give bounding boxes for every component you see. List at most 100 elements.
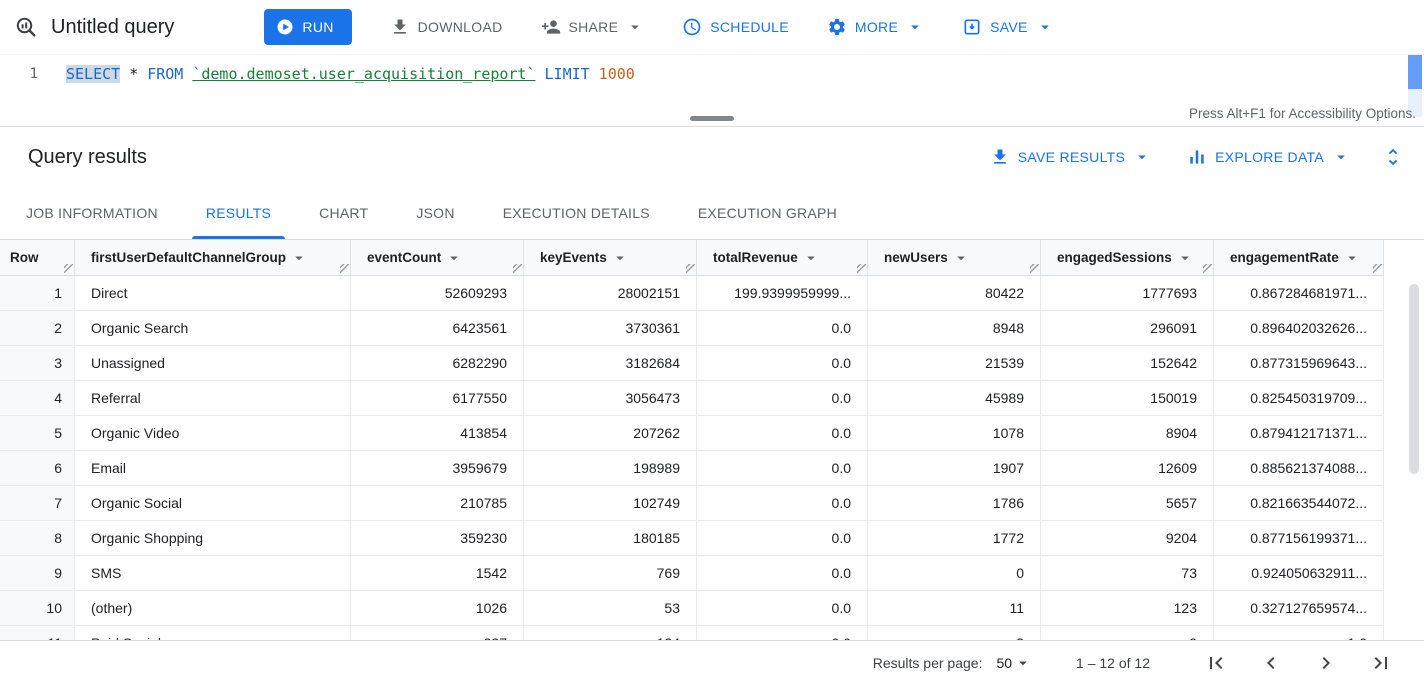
table-cell[interactable]: 210785 xyxy=(351,486,524,520)
table-cell[interactable]: 769 xyxy=(524,556,697,590)
row-number-cell[interactable]: 1 xyxy=(0,276,75,310)
column-resize-handle[interactable] xyxy=(340,264,349,273)
table-cell[interactable]: Referral xyxy=(75,381,351,415)
table-cell[interactable]: 359230 xyxy=(351,521,524,555)
table-cell[interactable]: 134 xyxy=(524,626,697,640)
table-cell[interactable]: 9 xyxy=(1041,626,1214,640)
table-cell[interactable]: 1777693 xyxy=(1041,276,1214,310)
table-cell[interactable]: 1542 xyxy=(351,556,524,590)
table-cell[interactable]: 180185 xyxy=(524,521,697,555)
table-cell[interactable]: 3056473 xyxy=(524,381,697,415)
table-cell[interactable]: 21539 xyxy=(868,346,1041,380)
table-cell[interactable]: 45989 xyxy=(868,381,1041,415)
table-cell[interactable]: 150019 xyxy=(1041,381,1214,415)
column-resize-handle[interactable] xyxy=(857,264,866,273)
table-cell[interactable]: SMS xyxy=(75,556,351,590)
table-cell[interactable]: 3730361 xyxy=(524,311,697,345)
column-dropdown-icon[interactable] xyxy=(290,249,308,267)
table-cell[interactable]: 0.877156199371... xyxy=(1214,521,1384,555)
last-page-button[interactable] xyxy=(1366,648,1396,678)
table-cell[interactable]: 0.825450319709... xyxy=(1214,381,1384,415)
row-number-cell[interactable]: 9 xyxy=(0,556,75,590)
column-dropdown-icon[interactable] xyxy=(952,249,970,267)
table-cell[interactable]: 1026 xyxy=(351,591,524,625)
editor-scrollbar[interactable] xyxy=(1408,55,1422,117)
pane-resize-handle[interactable] xyxy=(690,116,734,121)
explore-data-button[interactable]: EXPLORE DATA xyxy=(1187,147,1350,167)
first-page-button[interactable] xyxy=(1201,648,1231,678)
column-header-Row[interactable]: Row xyxy=(0,240,75,275)
table-cell[interactable]: 1078 xyxy=(868,416,1041,450)
table-cell[interactable]: 0.0 xyxy=(697,451,868,485)
table-cell[interactable]: 337 xyxy=(351,626,524,640)
row-number-cell[interactable]: 5 xyxy=(0,416,75,450)
download-button[interactable]: DOWNLOAD xyxy=(382,9,511,45)
table-cell[interactable]: 0.877315969643... xyxy=(1214,346,1384,380)
table-cell[interactable]: 28002151 xyxy=(524,276,697,310)
table-cell[interactable]: 0.879412171371... xyxy=(1214,416,1384,450)
tab-json[interactable]: JSON xyxy=(392,187,478,239)
table-cell[interactable]: 152642 xyxy=(1041,346,1214,380)
expand-results-button[interactable] xyxy=(1378,142,1408,172)
table-cell[interactable]: Organic Social xyxy=(75,486,351,520)
table-cell[interactable]: 1786 xyxy=(868,486,1041,520)
table-cell[interactable]: 413854 xyxy=(351,416,524,450)
table-cell[interactable]: 0.924050632911... xyxy=(1214,556,1384,590)
more-button[interactable]: MORE xyxy=(819,9,932,45)
table-cell[interactable]: 296091 xyxy=(1041,311,1214,345)
table-cell[interactable]: 0.0 xyxy=(697,346,868,380)
run-button[interactable]: RUN xyxy=(264,9,352,45)
column-header-engagedSessions[interactable]: engagedSessions xyxy=(1041,240,1214,275)
table-cell[interactable]: 6282290 xyxy=(351,346,524,380)
editor-scrollbar-thumb[interactable] xyxy=(1408,55,1422,89)
table-cell[interactable]: Paid Social xyxy=(75,626,351,640)
table-cell[interactable]: 0.327127659574... xyxy=(1214,591,1384,625)
table-cell[interactable]: Direct xyxy=(75,276,351,310)
save-button[interactable]: SAVE xyxy=(954,9,1062,45)
tab-results[interactable]: RESULTS xyxy=(182,187,295,239)
column-dropdown-icon[interactable] xyxy=(802,249,820,267)
table-cell[interactable]: 9204 xyxy=(1041,521,1214,555)
table-cell[interactable]: 0.867284681971... xyxy=(1214,276,1384,310)
table-cell[interactable]: Email xyxy=(75,451,351,485)
table-cell[interactable]: 123 xyxy=(1041,591,1214,625)
table-cell[interactable]: 0.821663544072... xyxy=(1214,486,1384,520)
column-header-keyEvents[interactable]: keyEvents xyxy=(524,240,697,275)
grid-scrollbar[interactable] xyxy=(1409,284,1419,474)
tab-execution-graph[interactable]: EXECUTION GRAPH xyxy=(674,187,861,239)
table-cell[interactable]: 53 xyxy=(524,591,697,625)
table-cell[interactable]: 52609293 xyxy=(351,276,524,310)
row-number-cell[interactable]: 7 xyxy=(0,486,75,520)
save-results-button[interactable]: SAVE RESULTS xyxy=(990,147,1151,167)
column-dropdown-icon[interactable] xyxy=(611,249,629,267)
page-size-select[interactable]: 50 xyxy=(996,654,1032,672)
table-cell[interactable]: 11 xyxy=(868,591,1041,625)
table-cell[interactable]: 0.0 xyxy=(697,486,868,520)
column-header-eventCount[interactable]: eventCount xyxy=(351,240,524,275)
column-resize-handle[interactable] xyxy=(64,264,73,273)
table-cell[interactable]: 73 xyxy=(1041,556,1214,590)
table-cell[interactable]: 207262 xyxy=(524,416,697,450)
tab-execution-details[interactable]: EXECUTION DETAILS xyxy=(479,187,674,239)
table-cell[interactable]: 0.896402032626... xyxy=(1214,311,1384,345)
column-header-engagementRate[interactable]: engagementRate xyxy=(1214,240,1384,275)
table-cell[interactable]: 102749 xyxy=(524,486,697,520)
table-cell[interactable]: 5657 xyxy=(1041,486,1214,520)
table-cell[interactable]: 6177550 xyxy=(351,381,524,415)
table-cell[interactable]: (other) xyxy=(75,591,351,625)
table-cell[interactable]: Unassigned xyxy=(75,346,351,380)
column-header-newUsers[interactable]: newUsers xyxy=(868,240,1041,275)
table-cell[interactable]: 12609 xyxy=(1041,451,1214,485)
table-cell[interactable]: Organic Shopping xyxy=(75,521,351,555)
tab-job-information[interactable]: JOB INFORMATION xyxy=(2,187,182,239)
row-number-cell[interactable]: 6 xyxy=(0,451,75,485)
table-cell[interactable]: 0.0 xyxy=(697,626,868,640)
table-cell[interactable]: 3 xyxy=(868,626,1041,640)
table-cell[interactable]: 3182684 xyxy=(524,346,697,380)
row-number-cell[interactable]: 3 xyxy=(0,346,75,380)
table-cell[interactable]: Organic Search xyxy=(75,311,351,345)
column-resize-handle[interactable] xyxy=(513,264,522,273)
table-cell[interactable]: 1907 xyxy=(868,451,1041,485)
table-cell[interactable]: 1.0 xyxy=(1214,626,1384,640)
column-resize-handle[interactable] xyxy=(1203,264,1212,273)
